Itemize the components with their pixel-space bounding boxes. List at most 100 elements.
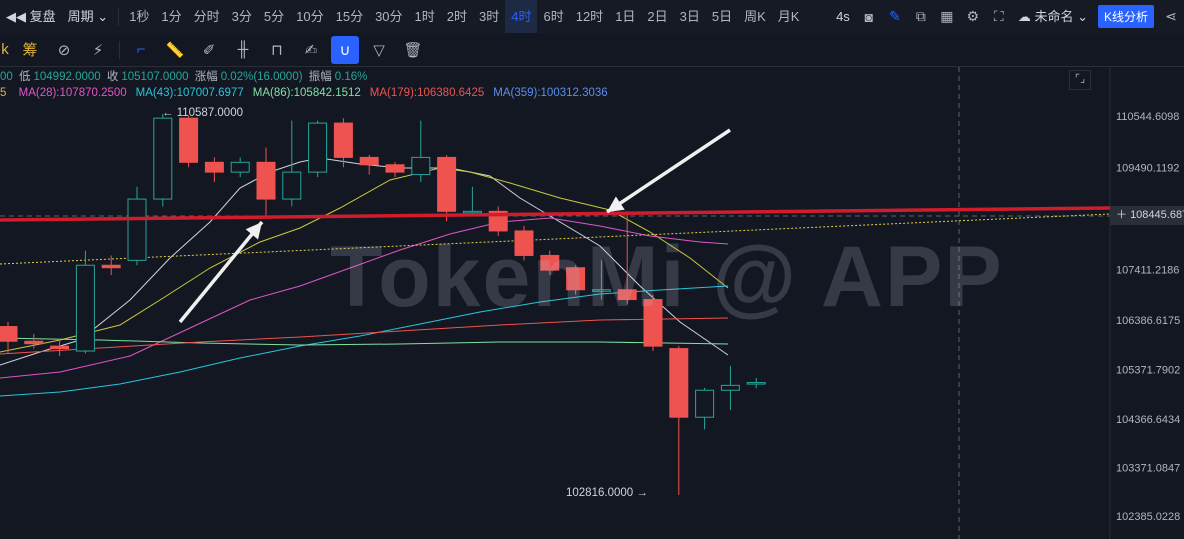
ma-line-cyan bbox=[0, 285, 729, 397]
candle-down bbox=[50, 345, 70, 350]
fullscreen-icon[interactable]: ⛶ bbox=[993, 8, 1004, 24]
interval-item[interactable]: 1时 bbox=[414, 9, 435, 24]
interval-item[interactable]: 2时 bbox=[446, 9, 468, 24]
annotation-arrow-2-head bbox=[607, 196, 625, 212]
rewind-icon: ◀◀ bbox=[6, 9, 26, 24]
candle-down bbox=[359, 156, 379, 166]
ma-line-yellow bbox=[0, 167, 729, 353]
low-label: 低 bbox=[19, 71, 31, 83]
replay-button[interactable]: ◀◀ 复盘 bbox=[0, 0, 62, 33]
cloud-save-button[interactable]: ☁ 未命名 ⌄ bbox=[1012, 0, 1094, 33]
candle-down bbox=[333, 122, 353, 158]
crosshair-tool-icon[interactable]: ⌐ bbox=[136, 41, 146, 58]
current-price-tag: ＋ 108445.6874 bbox=[1110, 206, 1184, 225]
trash-icon[interactable]: 🗑 bbox=[403, 41, 423, 59]
ma-legend: 5 MA(28):107870.2500 MA(43):107007.6977 MA… bbox=[0, 87, 611, 99]
brush-icon[interactable]: ✐ bbox=[202, 41, 216, 59]
interval-item[interactable]: 30分 bbox=[375, 9, 403, 24]
trendline-dotted bbox=[0, 213, 1111, 265]
cloud-label: 未命名 bbox=[1034, 9, 1074, 24]
chevron-down-icon: ⌄ bbox=[1077, 9, 1088, 24]
period-label: 周期 bbox=[67, 9, 94, 24]
interval-item[interactable]: 3分 bbox=[231, 9, 252, 24]
note-icon[interactable]: ✍ bbox=[304, 41, 318, 59]
high-annotation: ← 110587.0000 bbox=[162, 107, 243, 119]
candle-up bbox=[720, 384, 740, 391]
interval-item[interactable]: 10分 bbox=[296, 9, 324, 24]
cloud-icon: ☁ bbox=[1017, 9, 1031, 24]
compare-icon[interactable]: ⊘ bbox=[57, 41, 71, 59]
candle-up bbox=[127, 198, 147, 261]
close-label: 收 bbox=[106, 71, 119, 83]
candle-down bbox=[101, 264, 121, 269]
candle-up bbox=[308, 122, 328, 173]
support-line-red bbox=[0, 206, 1111, 222]
interval-item[interactable]: 1分 bbox=[161, 9, 182, 24]
interval-item[interactable]: 周K bbox=[744, 9, 766, 24]
candle-up bbox=[282, 171, 302, 200]
filter-icon[interactable]: ▽ bbox=[373, 41, 385, 59]
gear-icon[interactable]: ⚙ bbox=[966, 8, 980, 24]
replay-label: 复盘 bbox=[29, 9, 56, 24]
divider bbox=[119, 40, 120, 59]
scale-corner-icon[interactable]: ⌜⌟ bbox=[1069, 70, 1091, 90]
candle-down bbox=[643, 299, 663, 347]
candle-down bbox=[540, 254, 560, 271]
popout-icon[interactable]: ⧉ bbox=[915, 8, 926, 24]
open-partial: 00 bbox=[0, 71, 13, 83]
interval-list: 1秒 1分 分时 3分 5分 10分 15分 30分 1时 2时 3时 4时 6时 12时 1日 2日 3日 5日… bbox=[123, 0, 805, 33]
ma-legend-item: MA(43):107007.6977 bbox=[135, 87, 244, 99]
camera-icon[interactable]: ◙ bbox=[864, 8, 874, 25]
candle-pattern-icon[interactable]: ╫ bbox=[237, 41, 249, 58]
period-dropdown[interactable]: 周期 ⌄ bbox=[62, 0, 115, 33]
kline-analysis-button[interactable]: K线分析 bbox=[1097, 5, 1154, 28]
candle-up bbox=[411, 156, 431, 176]
candle-down bbox=[669, 348, 689, 418]
ruler-icon[interactable]: 📏 bbox=[165, 41, 185, 59]
interval-item[interactable]: 3日 bbox=[679, 9, 700, 24]
candle-down bbox=[24, 340, 44, 345]
lock-icon[interactable]: ⊓ bbox=[271, 41, 283, 59]
ma-partial: 5 bbox=[0, 87, 7, 99]
ma-line-red bbox=[0, 317, 729, 355]
candle-down bbox=[385, 164, 405, 173]
indicator-icon[interactable]: ⚡ bbox=[92, 41, 104, 59]
candle-down bbox=[514, 230, 534, 256]
interval-item[interactable]: 12时 bbox=[575, 9, 604, 24]
interval-item[interactable]: 4时 bbox=[505, 0, 538, 33]
interval-item[interactable]: 1日 bbox=[615, 9, 636, 24]
price-axis-label: 107411.2186 bbox=[1116, 265, 1179, 277]
plus-icon: ＋ bbox=[1116, 209, 1131, 221]
annotation-arrow-1 bbox=[178, 220, 264, 324]
candle-down bbox=[256, 161, 276, 200]
candle-up bbox=[695, 389, 715, 418]
price-axis-label: 105371.7902 bbox=[1116, 365, 1180, 377]
interval-item[interactable]: 3时 bbox=[479, 9, 500, 24]
interval-item[interactable]: 月K bbox=[777, 9, 800, 24]
share-icon[interactable]: ⋖ bbox=[1165, 8, 1177, 24]
interval-item[interactable]: 分时 bbox=[193, 9, 220, 24]
ma-legend-item: MA(179):106380.6425 bbox=[369, 87, 485, 99]
chip-distribution-button[interactable]: 筹 bbox=[22, 42, 38, 59]
interval-item[interactable]: 6时 bbox=[543, 9, 564, 24]
magnet-icon[interactable]: ∪ bbox=[331, 35, 359, 64]
refresh-interval[interactable]: 4s bbox=[836, 9, 850, 24]
pen-icon[interactable]: ✎ bbox=[888, 8, 901, 24]
interval-item[interactable]: 15分 bbox=[335, 9, 364, 24]
chart-settings-icon[interactable]: ▦ bbox=[940, 8, 954, 24]
change-label: 涨幅 bbox=[194, 71, 218, 83]
ohlc-legend: 00 低 104992.0000 收 105107.0000 涨幅 0.02%(16.… bbox=[0, 68, 370, 84]
interval-item[interactable]: 5日 bbox=[711, 9, 733, 24]
amplitude-label: 振幅 bbox=[308, 71, 332, 83]
interval-item[interactable]: 5分 bbox=[263, 9, 285, 24]
price-axis-label: 103371.0847 bbox=[1116, 463, 1180, 475]
price-axis-label: 110544.6098 bbox=[1116, 111, 1179, 123]
ma-line-magenta bbox=[0, 217, 729, 379]
interval-item[interactable]: 1秒 bbox=[129, 9, 150, 24]
interval-item[interactable]: 2日 bbox=[647, 9, 668, 24]
ma-line-green bbox=[0, 337, 729, 346]
candle-down bbox=[617, 289, 637, 301]
partial-tool[interactable]: k bbox=[1, 41, 9, 58]
price-axis-label: 104366.6434 bbox=[1116, 414, 1180, 426]
